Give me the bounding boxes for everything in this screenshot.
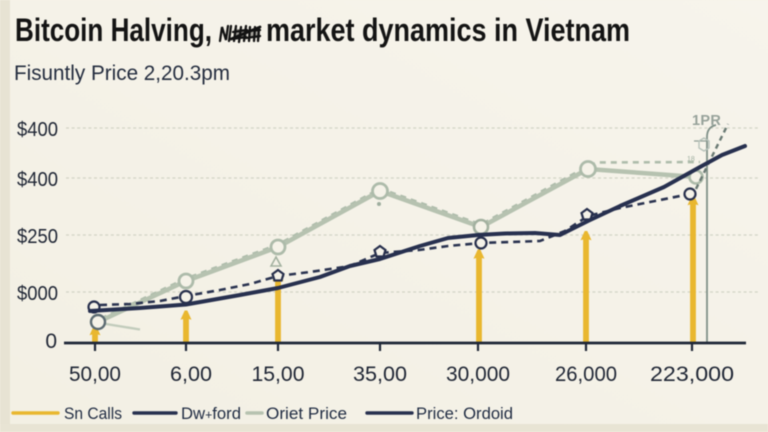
svg-text:Price: Ordoid: Price: Ordoid — [416, 404, 513, 423]
svg-text:$400: $400 — [17, 119, 58, 141]
svg-text:6,00: 6,00 — [170, 362, 212, 386]
svg-text:$000: $000 — [17, 283, 58, 305]
svg-text:0: 0 — [45, 330, 57, 353]
svg-text:Fisuntly Price 2,20.3pm: Fisuntly Price 2,20.3pm — [14, 61, 230, 85]
svg-text:30,000: 30,000 — [446, 362, 510, 386]
svg-text:1PR: 1PR — [692, 113, 721, 129]
svg-text:35,00: 35,00 — [353, 362, 407, 386]
svg-text:Oriet Price: Oriet Price — [266, 404, 347, 423]
svg-text:26,000: 26,000 — [555, 362, 617, 386]
svg-text:Bitcoin Halving,: Bitcoin Halving, — [15, 12, 212, 48]
svg-text:$400: $400 — [17, 169, 58, 191]
svg-text:50,00: 50,00 — [69, 362, 121, 386]
svg-text:18: 18 — [687, 156, 695, 163]
svg-text:market dynamics in Vietnam: market dynamics in Vietnam — [266, 12, 630, 48]
svg-text:15,00: 15,00 — [252, 362, 305, 386]
svg-text:Dw+ford: Dw+ford — [181, 404, 241, 423]
svg-text:Sn Calls: Sn Calls — [64, 404, 122, 423]
svg-text:223,000: 223,000 — [650, 362, 734, 386]
svg-text:$250: $250 — [17, 226, 58, 248]
